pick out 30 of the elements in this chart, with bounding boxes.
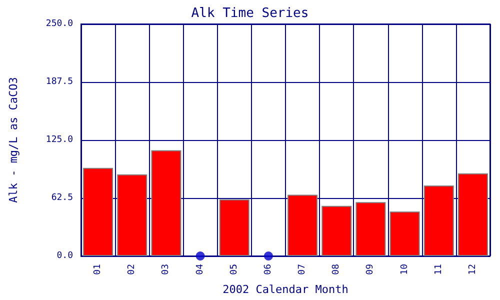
bar: [83, 168, 114, 256]
x-tick-label: 10: [400, 264, 410, 275]
x-tick-label: 08: [332, 264, 342, 275]
bar: [219, 199, 250, 256]
y-tick-label: 250.0: [46, 19, 73, 29]
bar: [117, 174, 148, 256]
y-axis-title: Alk - mg/L as CaCO3: [7, 77, 20, 203]
bar: [458, 173, 488, 256]
y-tick-label: 187.5: [46, 77, 73, 87]
y-tick-label: 0.0: [56, 251, 73, 261]
y-tick-label: 62.5: [51, 193, 73, 203]
x-tick-label: 07: [298, 264, 308, 275]
bar: [322, 206, 352, 256]
y-tick-label: 125.0: [46, 135, 73, 145]
x-tick-label: 02: [127, 264, 138, 275]
x-tick-label: 04: [195, 264, 206, 275]
x-tick-label: 11: [434, 264, 444, 275]
bar: [390, 211, 420, 256]
bar: [356, 202, 386, 256]
x-tick-label: 06: [263, 264, 274, 275]
x-axis-title: 2002 Calendar Month: [222, 283, 348, 296]
x-tick-label: 09: [366, 264, 376, 275]
x-tick-label: 12: [468, 264, 478, 275]
x-tick-label: 01: [93, 264, 104, 275]
x-tick-label: 03: [161, 264, 172, 275]
bar: [424, 185, 454, 256]
x-tick-label: 05: [229, 264, 240, 275]
chart-title: Alk Time Series: [191, 6, 309, 21]
bar: [288, 194, 318, 256]
bar: [151, 150, 182, 256]
